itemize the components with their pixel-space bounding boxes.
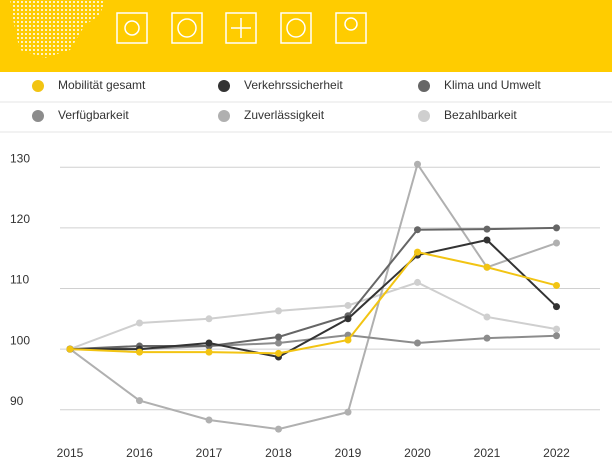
x-tick-label: 2017 — [196, 446, 223, 459]
data-point — [414, 226, 421, 234]
legend-marker — [418, 80, 430, 92]
legend-label: Klima und Umwelt — [444, 78, 541, 92]
y-tick-label: 100 — [10, 333, 30, 347]
legend-label: Bezahlbarkeit — [444, 108, 517, 122]
legend-label: Zuverlässigkeit — [244, 108, 325, 122]
data-point — [414, 339, 421, 347]
y-tick-label: 110 — [10, 273, 29, 287]
x-tick-label: 2021 — [474, 446, 501, 459]
data-point — [344, 408, 352, 416]
data-point — [275, 333, 282, 341]
legend-marker — [418, 110, 430, 122]
x-tick-label: 2015 — [57, 446, 84, 459]
y-tick-label: 130 — [10, 151, 30, 165]
data-point — [344, 301, 352, 309]
data-point — [553, 303, 560, 311]
data-point — [205, 348, 213, 356]
data-point — [275, 339, 282, 347]
y-tick-label: 120 — [10, 212, 30, 226]
x-tick-label: 2019 — [335, 446, 362, 459]
data-point — [66, 345, 74, 353]
data-point — [275, 349, 282, 357]
data-point — [553, 325, 560, 333]
legend-label: Verfügbarkeit — [58, 108, 129, 122]
series-line — [69, 161, 557, 431]
data-point — [205, 339, 213, 347]
data-point — [275, 307, 282, 315]
data-point — [414, 160, 421, 168]
series-line — [70, 238, 558, 359]
data-point — [205, 416, 213, 424]
data-point — [136, 319, 143, 327]
data-point — [553, 332, 560, 340]
x-tick-label: 2022 — [543, 446, 570, 459]
series-line — [69, 281, 557, 351]
data-point — [483, 225, 491, 233]
x-tick-label: 2020 — [404, 446, 431, 459]
icons — [116, 12, 367, 44]
data-point — [344, 336, 352, 344]
y-tick-label: 90 — [10, 394, 24, 408]
legend-label: Verkehrssicherheit — [244, 78, 343, 92]
data-point — [275, 425, 282, 433]
legend-marker — [218, 110, 230, 122]
data-point — [483, 313, 491, 321]
data-point — [553, 281, 560, 289]
legend-marker — [32, 110, 44, 122]
data-point — [344, 315, 352, 323]
series-line — [69, 226, 557, 351]
x-tick-label: 2018 — [265, 446, 292, 459]
data-point — [136, 348, 143, 356]
series-line — [69, 251, 557, 355]
header-band — [0, 0, 612, 72]
data-point — [136, 397, 143, 405]
data-point — [553, 239, 560, 247]
x-tick-label: 2016 — [126, 446, 153, 459]
data-point — [483, 236, 491, 244]
data-point — [414, 278, 421, 286]
legend-label: Mobilität gesamt — [58, 78, 146, 92]
legend-marker — [32, 80, 44, 92]
data-point — [483, 263, 491, 271]
data-point — [553, 224, 560, 232]
data-point — [205, 315, 213, 323]
legend-marker — [218, 80, 230, 92]
map-dots — [10, 0, 105, 58]
data-point — [483, 334, 491, 342]
data-point — [414, 248, 421, 256]
